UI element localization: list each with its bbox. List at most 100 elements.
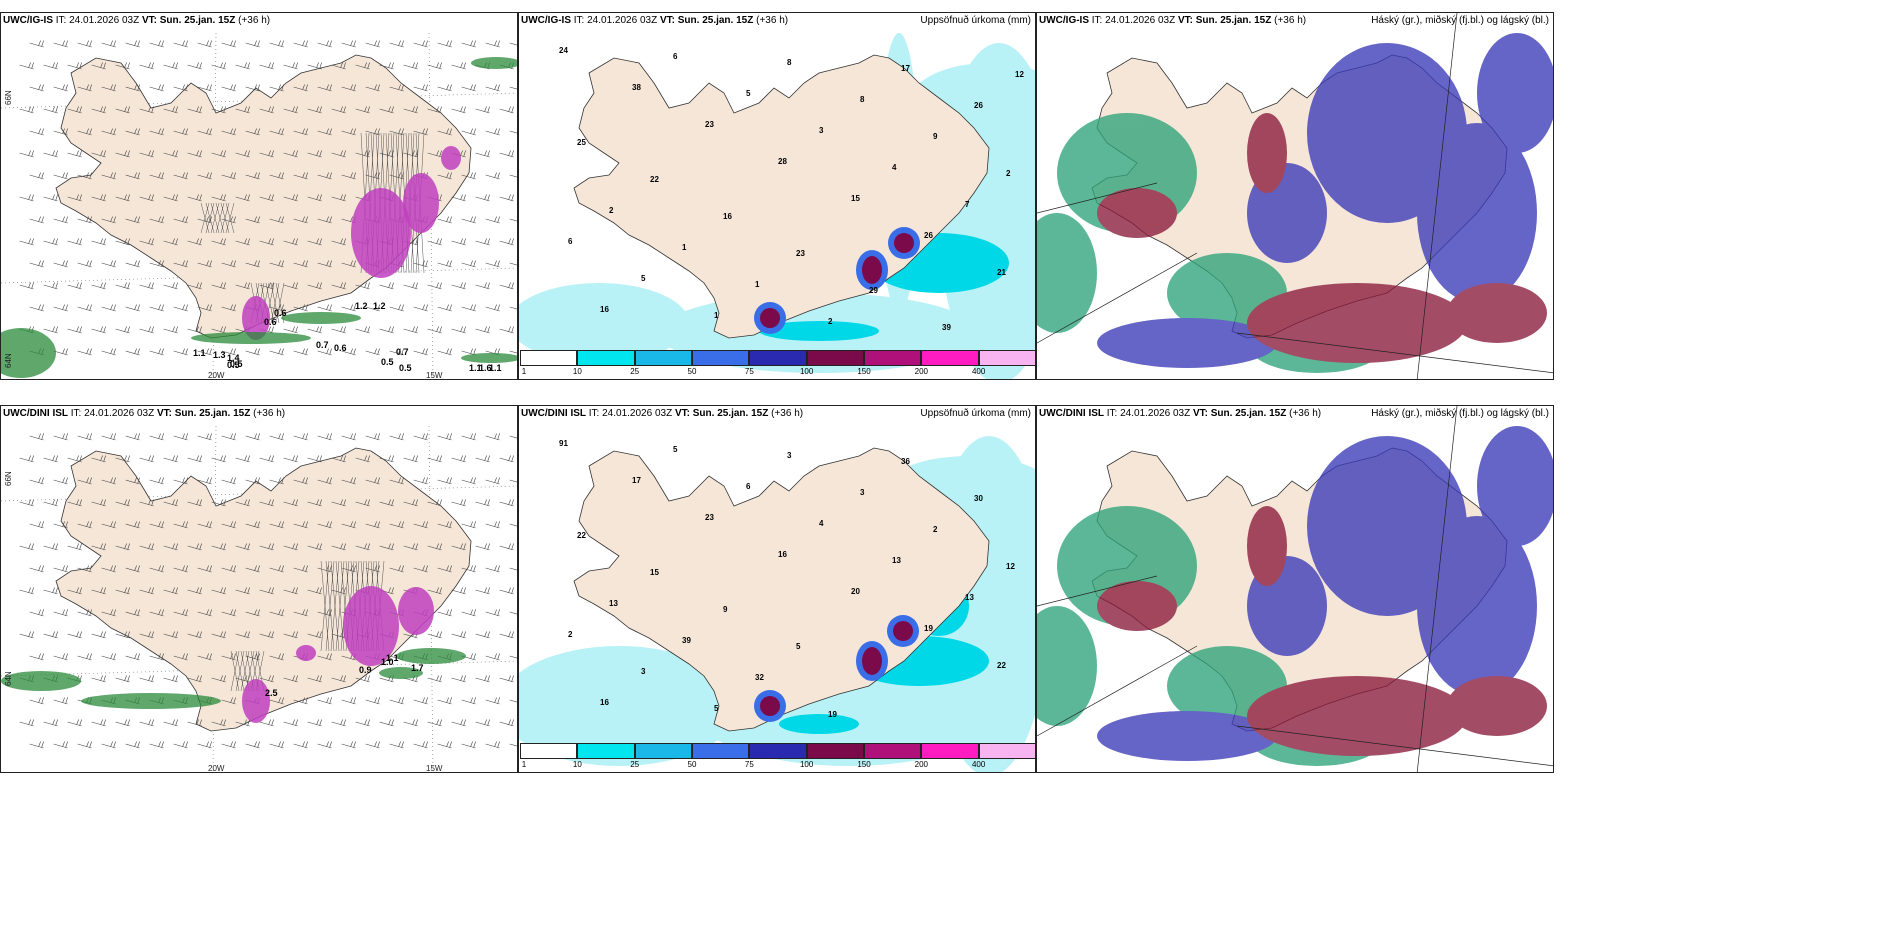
wind-barb: [437, 128, 452, 136]
wind-barb: [341, 304, 356, 312]
snow-area: [351, 188, 411, 278]
wind-barb: [19, 282, 34, 290]
wind-barb: [115, 719, 130, 727]
hatch-line: [325, 560, 335, 652]
wind-barb: [259, 106, 274, 114]
wind-barb: [499, 194, 514, 202]
rain-area: [191, 332, 311, 344]
precipitation-map: 9117231620192216564131323533212133932193…: [519, 436, 1035, 772]
wind-barb: [245, 521, 260, 529]
wind-barb: [163, 62, 178, 70]
wind-barb: [283, 150, 298, 158]
wind-barb: [509, 306, 517, 310]
wind-barb: [341, 433, 356, 441]
wind-barb: [293, 565, 308, 573]
wind-barb: [341, 40, 356, 48]
wind-barb: [221, 128, 236, 136]
wind-barb: [509, 218, 517, 222]
panel-title: UWC/IG-IS IT: 24.01.2026 03Z VT: Sun. 25…: [3, 15, 271, 26]
wind-barb: [77, 741, 92, 749]
wind-barb: [259, 543, 274, 551]
precip-light-area: [519, 646, 739, 766]
wind-barb: [163, 499, 178, 507]
wind-barb: [499, 631, 514, 639]
wind-barb: [125, 216, 140, 224]
wind-barb: [163, 238, 178, 246]
wind-barb: [149, 260, 164, 268]
precip-value-label: 91: [559, 439, 568, 448]
wind-barb: [283, 282, 298, 290]
colorbar-tick-label: 150: [857, 760, 871, 769]
wind-value-label: 0.6: [264, 317, 277, 327]
wind-barb: [307, 150, 322, 158]
wind-barb: [283, 631, 298, 639]
precip-value-label: 1: [714, 311, 719, 320]
wind-barb: [461, 84, 476, 92]
hatch-line: [225, 202, 235, 234]
colorbar-tick-label: 75: [744, 760, 754, 769]
wind-barb: [269, 40, 284, 48]
wind-barb: [115, 455, 130, 463]
wind-barb: [29, 521, 44, 529]
wind-value-label: 0.5: [381, 357, 394, 367]
wind-barb: [379, 106, 394, 114]
wind-barb: [197, 172, 212, 180]
wind-barb: [211, 719, 226, 727]
wind-barb: [485, 477, 500, 485]
graticule: [1037, 406, 1553, 772]
wind-barb: [283, 675, 298, 683]
wind-barb: [269, 433, 284, 441]
wind-barb: [139, 194, 154, 202]
wind-barb: [331, 719, 346, 727]
wind-barb: [461, 697, 476, 705]
wind-barb: [365, 128, 380, 136]
lat-label-66n: 66N: [4, 90, 13, 105]
wind-barb: [365, 304, 380, 312]
wind-barb: [29, 653, 44, 661]
wind-barb: [341, 697, 356, 705]
low-cloud-area: [1447, 676, 1547, 736]
wind-barb: [451, 106, 466, 114]
wind-barb: [475, 150, 490, 158]
wind-barb: [307, 194, 322, 202]
precip-value-label: 39: [942, 323, 951, 332]
wind-value-label: 0.5: [227, 360, 240, 370]
wind-barb: [427, 499, 442, 507]
wind-barb: [461, 128, 476, 136]
wind-barb: [101, 741, 116, 749]
rain-area: [471, 57, 517, 69]
wind-barb: [293, 741, 308, 749]
wind-barb: [283, 719, 298, 727]
wind-barb: [437, 216, 452, 224]
hatch-line: [340, 560, 350, 652]
wind-barb: [475, 499, 490, 507]
precip-value-label: 15: [851, 194, 860, 203]
precip-value-label: 4: [892, 163, 897, 172]
wind-barb: [485, 128, 500, 136]
wind-barb: [53, 128, 68, 136]
wind-barb: [43, 326, 58, 334]
wind-barb: [379, 62, 394, 70]
graticule-line: [1037, 252, 1198, 344]
wind-barb: [269, 741, 284, 749]
wind-barb: [139, 238, 154, 246]
wind-barb: [43, 587, 58, 595]
wind-barb: [413, 565, 428, 573]
precip-value-label: 5: [673, 445, 678, 454]
panel-top-left-map: UWC/IG-IS IT: 24.01.2026 03Z VT: Sun. 25…: [0, 12, 518, 380]
wind-barb: [211, 326, 226, 334]
wind-barb: [101, 260, 116, 268]
wind-barb: [77, 433, 92, 441]
lon-label-20w: 20W: [208, 371, 225, 380]
wind-barb: [509, 523, 517, 527]
wind-barb: [211, 238, 226, 246]
wind-barb: [43, 194, 58, 202]
wind-barb: [125, 609, 140, 617]
wind-barb: [163, 631, 178, 639]
wind-barb: [437, 565, 452, 573]
wind-barb: [221, 565, 236, 573]
wind-barb: [221, 40, 236, 48]
colorbar-tick-label: 200: [914, 760, 929, 769]
wind-barb: [451, 499, 466, 507]
wind-barb: [67, 631, 82, 639]
